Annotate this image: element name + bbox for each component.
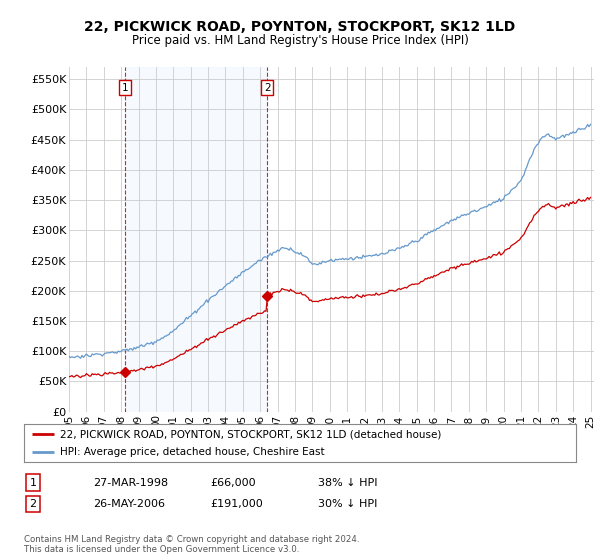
Text: £191,000: £191,000 bbox=[210, 499, 263, 509]
Text: 27-MAR-1998: 27-MAR-1998 bbox=[93, 478, 168, 488]
Bar bbox=[125, 67, 267, 412]
Text: 38% ↓ HPI: 38% ↓ HPI bbox=[318, 478, 377, 488]
Text: 2: 2 bbox=[264, 83, 271, 93]
Text: 22, PICKWICK ROAD, POYNTON, STOCKPORT, SK12 1LD: 22, PICKWICK ROAD, POYNTON, STOCKPORT, S… bbox=[85, 20, 515, 34]
Text: HPI: Average price, detached house, Cheshire East: HPI: Average price, detached house, Ches… bbox=[60, 447, 325, 458]
Text: 22, PICKWICK ROAD, POYNTON, STOCKPORT, SK12 1LD (detached house): 22, PICKWICK ROAD, POYNTON, STOCKPORT, S… bbox=[60, 429, 441, 439]
Text: 2: 2 bbox=[29, 499, 37, 509]
Text: Contains HM Land Registry data © Crown copyright and database right 2024.
This d: Contains HM Land Registry data © Crown c… bbox=[24, 535, 359, 554]
Text: 30% ↓ HPI: 30% ↓ HPI bbox=[318, 499, 377, 509]
Text: 1: 1 bbox=[29, 478, 37, 488]
Text: 26-MAY-2006: 26-MAY-2006 bbox=[93, 499, 165, 509]
Text: 1: 1 bbox=[122, 83, 128, 93]
Text: Price paid vs. HM Land Registry's House Price Index (HPI): Price paid vs. HM Land Registry's House … bbox=[131, 34, 469, 47]
Text: £66,000: £66,000 bbox=[210, 478, 256, 488]
